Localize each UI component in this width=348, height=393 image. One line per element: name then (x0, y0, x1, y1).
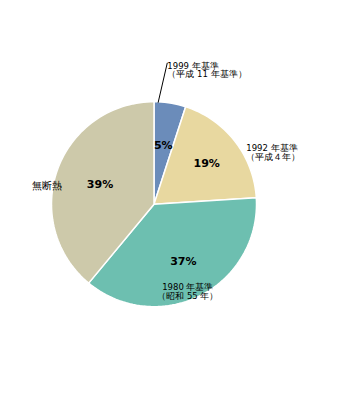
svg-text:1980 年基準（昭和 55 年）: 1980 年基準（昭和 55 年） (157, 282, 218, 301)
svg-text:37%: 37% (170, 255, 196, 268)
svg-text:無断熱: 無断熱 (32, 180, 62, 191)
svg-text:5%: 5% (154, 139, 173, 152)
svg-text:1992 年基準（平成４年）: 1992 年基準（平成４年） (246, 143, 300, 162)
svg-text:39%: 39% (87, 178, 113, 191)
svg-text:1999 年基準（平成 11 年基準）: 1999 年基準（平成 11 年基準） (167, 61, 246, 80)
svg-text:19%: 19% (193, 157, 219, 170)
